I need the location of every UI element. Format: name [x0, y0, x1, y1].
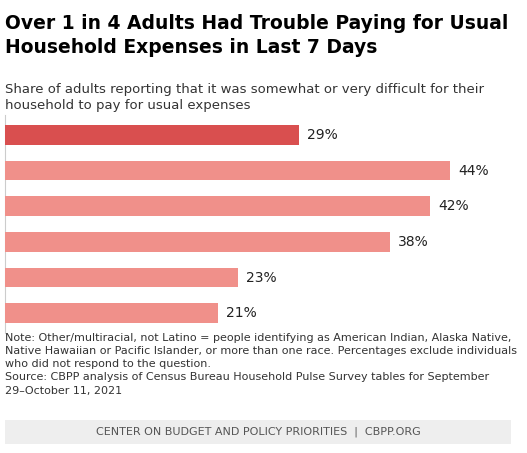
- Text: CENTER ON BUDGET AND POLICY PRIORITIES  |  CBPP.ORG: CENTER ON BUDGET AND POLICY PRIORITIES |…: [96, 427, 421, 437]
- Text: 29%: 29%: [307, 128, 338, 142]
- Text: 44%: 44%: [458, 164, 489, 178]
- Text: 23%: 23%: [246, 270, 277, 284]
- Bar: [5, 197, 430, 216]
- Text: 42%: 42%: [438, 199, 469, 213]
- Bar: [5, 268, 238, 287]
- Text: Share of adults reporting that it was somewhat or very difficult for their
house: Share of adults reporting that it was so…: [5, 83, 484, 112]
- Text: 21%: 21%: [226, 306, 257, 320]
- Bar: [5, 161, 451, 180]
- FancyBboxPatch shape: [5, 420, 511, 444]
- Text: Over 1 in 4 Adults Had Trouble Paying for Usual
Household Expenses in Last 7 Day: Over 1 in 4 Adults Had Trouble Paying fo…: [5, 14, 509, 57]
- Bar: [5, 232, 390, 252]
- Bar: [5, 304, 218, 323]
- Bar: [5, 125, 299, 145]
- Text: Note: Other/multiracial, not Latino = people identifying as American Indian, Ala: Note: Other/multiracial, not Latino = pe…: [5, 333, 518, 395]
- Text: 38%: 38%: [398, 235, 428, 249]
